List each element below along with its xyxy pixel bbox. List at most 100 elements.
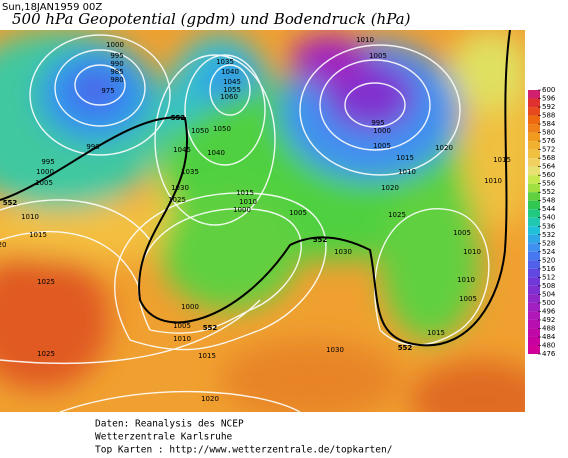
colorbar-label: 496 [542, 307, 556, 315]
colorbar-band [528, 345, 540, 354]
isobar-label: 1015 [427, 329, 445, 337]
contour-label: 552 [3, 199, 18, 207]
colorbar-label: 600 [542, 86, 555, 94]
footer-line: Wetterzentrale Karlsruhe [95, 432, 233, 443]
colorbar-band [528, 183, 540, 193]
isobar-label: 1005 [453, 229, 471, 237]
colorbar-label: 568 [542, 154, 555, 162]
isobar-label: 1000 [233, 206, 251, 214]
isobar-label: 985 [110, 68, 123, 76]
colorbar-label: 596 [542, 95, 556, 103]
contour-label: 552 [171, 114, 186, 122]
isobars [0, 34, 490, 412]
colorbar-band [528, 200, 540, 210]
contour-label: 552 [313, 236, 328, 244]
colorbar-label: 580 [542, 129, 555, 137]
isobar-label: 990 [86, 143, 99, 151]
colorbar-label: 544 [542, 205, 556, 213]
isobar-label: 1035 [216, 58, 234, 66]
colorbar-band [528, 251, 540, 261]
colorbar-label: 476 [542, 350, 556, 358]
isobar-label: 1020 [201, 395, 219, 403]
map-title: 500 hPa Geopotential (gpdm) und Bodendru… [12, 10, 411, 28]
colorbar-band [528, 277, 540, 286]
isobar-label: 1025 [37, 350, 55, 358]
isobar-label: 1010 [463, 248, 481, 256]
isobar-label: 975 [101, 87, 114, 95]
isobar-label: 980 [110, 76, 123, 84]
colorbar-label: 480 [542, 341, 555, 349]
colorbar-label: 572 [542, 146, 555, 154]
colorbar-label: 520 [542, 256, 555, 264]
colorbar-label: 508 [542, 282, 555, 290]
isobar-label: 1015 [493, 156, 511, 164]
isobar-label: 990 [110, 60, 123, 68]
footer-line: Daten: Reanalysis des NCEP [95, 419, 244, 430]
isobar-label: 1010 [484, 177, 502, 185]
isobar-label: 1000 [373, 127, 391, 135]
colorbar-band [528, 243, 540, 252]
colorbar-band [528, 192, 540, 201]
colorbar-band [528, 260, 540, 269]
colorbar-label: 532 [542, 231, 555, 239]
isobar-label: 1020 [381, 184, 399, 192]
colorbar-band [528, 107, 540, 116]
colorbar-band [528, 132, 540, 142]
colorbar-label: 516 [542, 265, 556, 273]
isobar-label: 1020 [435, 144, 453, 152]
isobar-label: 1025 [37, 278, 55, 286]
isobar-label: 1055 [223, 86, 241, 94]
colorbar-band [528, 175, 540, 184]
colorbar-band [528, 149, 540, 159]
colorbar-band [528, 234, 540, 244]
colorbar-band [528, 124, 540, 133]
colorbar-band [528, 98, 540, 108]
colorbar-band [528, 217, 540, 227]
colorbar-band [528, 115, 540, 125]
colorbar-band [528, 141, 540, 150]
map-date: Sun,18JAN1959 00Z [2, 2, 102, 13]
isobar-label: 1015 [29, 231, 47, 239]
isobar-label: 1040 [221, 68, 239, 76]
footer-line: Top Karten : http://www.wetterzentrale.d… [95, 445, 392, 455]
isobar-label: 1030 [334, 248, 352, 256]
colorbar-label: 592 [542, 103, 555, 111]
contour-552 [0, 30, 511, 347]
isobar-label: 1060 [220, 93, 238, 101]
colorbar-label: 492 [542, 316, 555, 324]
colorbar-band [528, 158, 540, 167]
isobar-label: 1010 [239, 198, 257, 206]
colorbar-band [528, 285, 540, 295]
isobar-label: 1010 [21, 213, 39, 221]
colorbar-band [528, 302, 540, 312]
isobar-label: 1030 [171, 184, 189, 192]
isobar-label: 1045 [173, 146, 191, 154]
isobar-label: 1005 [369, 52, 387, 60]
colorbar-band [528, 166, 540, 176]
colorbar-band [528, 311, 540, 320]
isobar-label: 1005 [373, 142, 391, 150]
isobar-label: 1050 [213, 125, 231, 133]
isobar-label: 1025 [388, 211, 406, 219]
isobar-label: 1010 [457, 276, 475, 284]
isobar-label: 1000 [181, 303, 199, 311]
map-field [0, 30, 525, 412]
contour-label: 552 [203, 324, 218, 332]
isobar-label: 1010 [356, 36, 374, 44]
isobar-label: 1010 [398, 168, 416, 176]
colorbar-label: 576 [542, 137, 556, 145]
colorbar-band [528, 90, 540, 99]
colorbar-label: 484 [542, 333, 556, 341]
isobar-label: 1035 [181, 168, 199, 176]
colorbar-label: 588 [542, 112, 555, 120]
colorbar-label: 488 [542, 324, 555, 332]
contour-label: 552 [398, 344, 413, 352]
isobar-label: 1005 [289, 209, 307, 217]
isobar-label: 1030 [326, 346, 344, 354]
colorbar-label: 584 [542, 120, 556, 128]
isobar-label: 1040 [207, 149, 225, 157]
isobar-label: 1045 [223, 78, 241, 86]
isobar-label: 1005 [173, 322, 191, 330]
